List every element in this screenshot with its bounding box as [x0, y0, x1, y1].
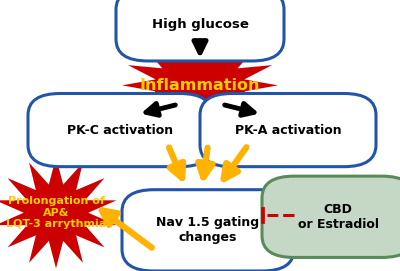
Text: Inflammation: Inflammation	[140, 78, 260, 93]
Polygon shape	[122, 33, 278, 138]
Text: CBD
or Estradiol: CBD or Estradiol	[298, 203, 378, 231]
FancyBboxPatch shape	[200, 93, 376, 167]
Polygon shape	[0, 157, 116, 268]
Text: PK-C activation: PK-C activation	[67, 124, 173, 137]
FancyBboxPatch shape	[262, 176, 400, 257]
FancyBboxPatch shape	[116, 0, 284, 61]
Text: High glucose: High glucose	[152, 18, 248, 31]
Text: Prolongation of
AP&
LQT-3 arrythmia: Prolongation of AP& LQT-3 arrythmia	[6, 196, 106, 229]
FancyBboxPatch shape	[122, 190, 294, 271]
FancyBboxPatch shape	[28, 93, 212, 167]
Text: PK-A activation: PK-A activation	[235, 124, 341, 137]
Text: Nav 1.5 gating
changes: Nav 1.5 gating changes	[156, 216, 260, 244]
